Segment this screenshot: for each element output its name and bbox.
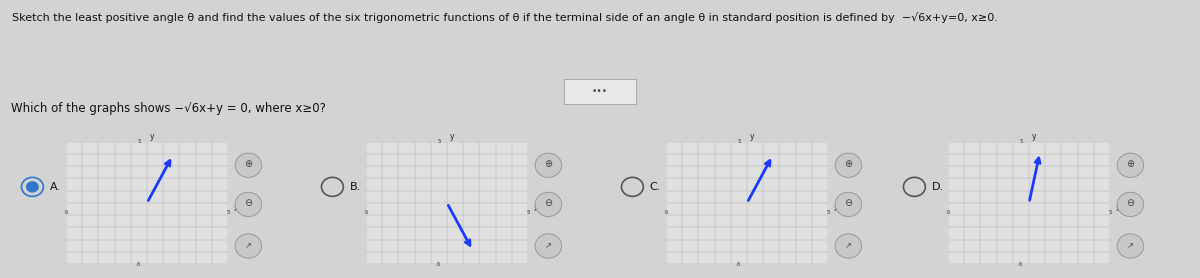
Text: 5: 5 — [1020, 139, 1024, 144]
Circle shape — [235, 153, 262, 177]
Text: ⊕: ⊕ — [845, 159, 852, 169]
Text: ⊖: ⊖ — [545, 198, 552, 208]
Circle shape — [535, 192, 562, 217]
Circle shape — [235, 192, 262, 217]
Circle shape — [535, 234, 562, 258]
Text: -5: -5 — [664, 210, 668, 215]
Text: 5: 5 — [138, 139, 142, 144]
Circle shape — [535, 153, 562, 177]
Text: B.: B. — [349, 182, 361, 192]
Text: x: x — [1116, 204, 1121, 213]
Text: -5: -5 — [64, 210, 68, 215]
Text: x: x — [834, 204, 839, 213]
Text: ⊕: ⊕ — [1127, 159, 1134, 169]
Text: ⊖: ⊖ — [845, 198, 852, 208]
Circle shape — [26, 182, 38, 192]
Text: -5: -5 — [136, 262, 142, 267]
Text: D.: D. — [931, 182, 943, 192]
Text: 5: 5 — [738, 139, 742, 144]
Text: -5: -5 — [946, 210, 950, 215]
Text: y: y — [150, 132, 154, 142]
Text: 5: 5 — [227, 210, 229, 215]
Text: •••: ••• — [592, 87, 608, 96]
Text: -5: -5 — [736, 262, 742, 267]
Text: -5: -5 — [1018, 262, 1024, 267]
Text: 5: 5 — [1109, 210, 1111, 215]
Text: -5: -5 — [436, 262, 442, 267]
Text: A.: A. — [49, 182, 60, 192]
Text: y: y — [1032, 132, 1036, 142]
Text: y: y — [450, 132, 454, 142]
Text: Which of the graphs shows −√6x+y = 0, where x≥0?: Which of the graphs shows −√6x+y = 0, wh… — [11, 102, 326, 115]
Text: ↗: ↗ — [545, 242, 552, 250]
Text: Sketch the least positive angle θ and find the values of the six trigonometric f: Sketch the least positive angle θ and fi… — [12, 12, 998, 23]
Circle shape — [835, 153, 862, 177]
Text: 5: 5 — [527, 210, 529, 215]
Text: ↗: ↗ — [245, 242, 252, 250]
Text: C.: C. — [649, 182, 661, 192]
Text: ↗: ↗ — [845, 242, 852, 250]
Circle shape — [835, 234, 862, 258]
Text: 5: 5 — [438, 139, 442, 144]
Circle shape — [1117, 234, 1144, 258]
Text: x: x — [534, 204, 539, 213]
Circle shape — [835, 192, 862, 217]
Circle shape — [1117, 192, 1144, 217]
Circle shape — [1117, 153, 1144, 177]
Text: ↗: ↗ — [1127, 242, 1134, 250]
Circle shape — [235, 234, 262, 258]
Text: ⊖: ⊖ — [245, 198, 252, 208]
Text: 5: 5 — [827, 210, 829, 215]
Text: ⊖: ⊖ — [1127, 198, 1134, 208]
Text: ⊕: ⊕ — [545, 159, 552, 169]
Text: -5: -5 — [364, 210, 368, 215]
Text: y: y — [750, 132, 754, 142]
Text: ⊕: ⊕ — [245, 159, 252, 169]
Text: x: x — [234, 204, 239, 213]
